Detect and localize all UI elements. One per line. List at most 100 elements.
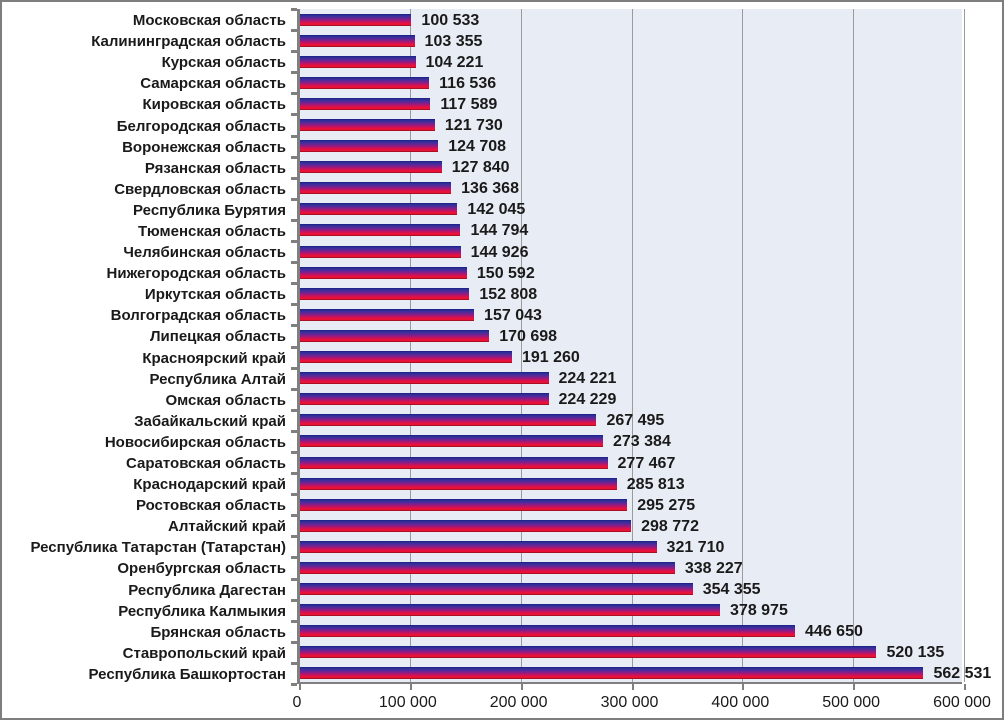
plot-area: 100 533 103 355 104 221 116 536 117 589 121 7… bbox=[291, 8, 991, 690]
y-axis-tick bbox=[291, 198, 297, 201]
bar bbox=[300, 456, 608, 469]
y-axis-tick bbox=[291, 156, 297, 159]
y-axis-tick bbox=[291, 514, 297, 517]
category-label: Калининградская область bbox=[91, 33, 286, 51]
y-axis-tick bbox=[291, 409, 297, 412]
category-label: Республика Алтай bbox=[149, 370, 286, 388]
bar-value-label: 285 813 bbox=[626, 475, 685, 493]
bar-value-label: 191 260 bbox=[521, 349, 580, 367]
gridline bbox=[409, 9, 411, 682]
y-axis-tick bbox=[291, 388, 297, 391]
y-axis-tick bbox=[291, 451, 297, 454]
category-label: Белгородская область bbox=[116, 117, 286, 135]
y-axis-tick bbox=[291, 683, 297, 686]
x-axis-tick bbox=[520, 684, 523, 690]
y-axis-tick bbox=[291, 346, 297, 349]
category-label: Республика Бурятия bbox=[133, 201, 286, 219]
bar bbox=[300, 266, 467, 279]
bar bbox=[300, 667, 924, 680]
category-label: Республика Калмыкия bbox=[118, 602, 286, 620]
y-axis-tick bbox=[291, 282, 297, 285]
bar bbox=[300, 97, 431, 110]
bar-value-label: 127 840 bbox=[451, 159, 510, 177]
bar-value-label: 321 710 bbox=[666, 538, 725, 556]
bar-value-label: 354 355 bbox=[702, 581, 761, 599]
category-label: Рязанская область bbox=[144, 159, 286, 177]
x-axis-tick bbox=[853, 684, 856, 690]
category-label: Ставропольский край bbox=[122, 644, 286, 662]
x-axis-tick bbox=[964, 684, 966, 690]
x-axis-tick bbox=[742, 684, 745, 690]
x-axis-tick bbox=[631, 684, 634, 690]
gridline bbox=[631, 9, 633, 682]
bar bbox=[300, 477, 617, 490]
bar bbox=[300, 583, 693, 596]
category-label: Кировская область bbox=[142, 96, 287, 114]
bar-value-label: 144 926 bbox=[470, 243, 529, 261]
x-axis-tick-label: 200 000 bbox=[489, 694, 548, 711]
y-axis-tick bbox=[291, 662, 297, 665]
y-axis-tick bbox=[291, 303, 297, 306]
category-label: Ростовская область bbox=[135, 497, 286, 515]
y-axis-tick bbox=[291, 113, 297, 116]
bar-value-label: 150 592 bbox=[476, 264, 535, 282]
category-label: Краснодарский край bbox=[133, 476, 286, 494]
y-axis-tick bbox=[291, 472, 297, 475]
bar-value-label: 103 355 bbox=[424, 32, 483, 50]
category-label: Липецкая область bbox=[150, 328, 286, 346]
bar bbox=[300, 435, 603, 448]
bar-value-label: 338 227 bbox=[684, 559, 743, 577]
y-axis-tick bbox=[291, 641, 297, 644]
category-label: Курская область bbox=[161, 54, 286, 72]
gridline bbox=[742, 9, 744, 682]
category-label: Свердловская область bbox=[114, 180, 286, 198]
bar-value-label: 562 531 bbox=[933, 665, 992, 683]
category-label: Тюменская область bbox=[137, 222, 286, 240]
bar bbox=[300, 287, 470, 300]
bar bbox=[300, 393, 549, 406]
x-axis-tick bbox=[409, 684, 412, 690]
category-label: Воронежская область bbox=[122, 138, 286, 156]
category-label: Республика Татарстан (Татарстан) bbox=[30, 539, 286, 557]
bar-value-label: 116 536 bbox=[439, 74, 497, 92]
category-label: Саратовская область bbox=[126, 455, 286, 473]
gridline bbox=[520, 9, 522, 682]
y-axis-tick bbox=[291, 29, 297, 32]
y-axis-tick bbox=[291, 92, 297, 95]
y-axis-tick bbox=[291, 240, 297, 243]
category-label: Красноярский край bbox=[142, 349, 286, 367]
category-label: Республика Дагестан bbox=[128, 581, 286, 599]
bar-value-label: 100 533 bbox=[421, 11, 480, 29]
category-label: Самарская область bbox=[140, 75, 286, 93]
bar bbox=[300, 13, 412, 26]
category-label: Челябинская область bbox=[123, 244, 286, 262]
bar bbox=[300, 55, 416, 68]
bar-value-label: 224 229 bbox=[558, 391, 617, 409]
bar-value-label: 295 275 bbox=[637, 496, 696, 514]
category-label: Оренбургская область bbox=[117, 560, 286, 578]
bar-value-label: 121 730 bbox=[444, 117, 503, 135]
y-axis-tick bbox=[291, 8, 297, 11]
x-axis-tick-label: 600 000 bbox=[933, 694, 991, 711]
y-axis-tick bbox=[291, 324, 297, 327]
bar bbox=[300, 308, 475, 321]
bar-value-label: 277 467 bbox=[617, 454, 676, 472]
bar bbox=[300, 646, 877, 659]
bar-value-label: 124 708 bbox=[448, 138, 507, 156]
bar-value-label: 104 221 bbox=[425, 53, 484, 71]
x-axis-tick-label: 400 000 bbox=[711, 694, 770, 711]
bar-value-label: 378 975 bbox=[730, 602, 788, 620]
bar bbox=[300, 561, 675, 574]
bar bbox=[300, 34, 415, 47]
category-label: Московская область bbox=[132, 12, 286, 30]
gridline bbox=[853, 9, 855, 682]
bar bbox=[300, 498, 628, 511]
gridline bbox=[964, 9, 965, 682]
category-label: Иркутская область bbox=[144, 286, 286, 304]
y-axis-tick bbox=[291, 367, 297, 370]
category-label: Нижегородская область bbox=[106, 265, 286, 283]
y-axis-tick bbox=[291, 430, 297, 433]
category-label: Брянская область bbox=[150, 623, 286, 641]
y-axis-tick bbox=[291, 177, 297, 180]
